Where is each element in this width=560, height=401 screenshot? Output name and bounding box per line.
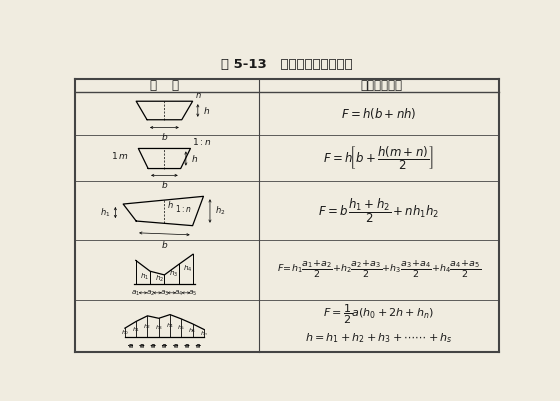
Text: $1\,m$: $1\,m$	[111, 150, 129, 161]
Text: $h_1$: $h_1$	[141, 272, 150, 282]
Text: $h=h_1+h_2+h_3+\cdots\cdots+h_s$: $h=h_1+h_2+h_3+\cdots\cdots+h_s$	[305, 331, 452, 344]
Text: $h_1$: $h_1$	[132, 325, 141, 334]
Text: $b$: $b$	[161, 239, 168, 250]
Text: $a$: $a$	[150, 342, 156, 350]
Text: $a_3$: $a_3$	[160, 289, 169, 298]
Text: $1{:}n$: $1{:}n$	[175, 203, 192, 214]
Text: $a_5$: $a_5$	[189, 289, 198, 298]
Text: $h_2$: $h_2$	[215, 205, 226, 217]
Text: $F=h(b+nh)$: $F=h(b+nh)$	[341, 106, 417, 121]
Text: $F=\dfrac{1}{2}a(h_0+2h+h_n)$: $F=\dfrac{1}{2}a(h_0+2h+h_n)$	[323, 302, 435, 326]
Text: $h$: $h$	[203, 105, 210, 116]
Text: $h_3$: $h_3$	[169, 269, 178, 279]
Text: 图    示: 图 示	[150, 79, 179, 92]
Text: $n$: $n$	[195, 91, 202, 100]
Text: $a$: $a$	[184, 342, 190, 350]
Text: 表 5-13   常用横截面计算公式: 表 5-13 常用横截面计算公式	[221, 58, 353, 71]
Text: $h_1$: $h_1$	[100, 206, 110, 219]
Text: $h_5$: $h_5$	[177, 324, 185, 332]
Text: $h$: $h$	[191, 153, 198, 164]
Text: $a$: $a$	[195, 342, 201, 350]
Text: $h_4$: $h_4$	[166, 321, 174, 330]
Text: $F\!=\!h_1\dfrac{a_1\!+\!a_2}{2}\!+\!h_2\dfrac{a_2\!+\!a_3}{2}\!+\!h_3\dfrac{a_3: $F\!=\!h_1\dfrac{a_1\!+\!a_2}{2}\!+\!h_2…	[277, 259, 481, 280]
Text: $F=b\,\dfrac{h_1+h_2}{2}+nh_1h_2$: $F=b\,\dfrac{h_1+h_2}{2}+nh_1h_2$	[318, 196, 440, 225]
Text: $1{:}n$: $1{:}n$	[192, 136, 212, 147]
Text: $a_1$: $a_1$	[131, 289, 141, 298]
Text: $h_0$: $h_0$	[121, 328, 129, 337]
Text: $h_4$: $h_4$	[183, 264, 193, 274]
Text: $h_2$: $h_2$	[155, 274, 164, 284]
Text: $h_3$: $h_3$	[155, 323, 163, 332]
Text: $h_n$: $h_n$	[200, 329, 208, 338]
Text: $F=h\!\left[b+\dfrac{h(m+n)}{2}\right]$: $F=h\!\left[b+\dfrac{h(m+n)}{2}\right]$	[323, 144, 434, 172]
Text: $a$: $a$	[161, 342, 167, 350]
Text: $a_4$: $a_4$	[174, 289, 183, 298]
Text: $a$: $a$	[139, 342, 145, 350]
Text: $b$: $b$	[161, 179, 168, 190]
Text: $a$: $a$	[172, 342, 179, 350]
Text: $a$: $a$	[128, 342, 133, 350]
Text: $h_6$: $h_6$	[188, 326, 197, 335]
Text: 面积计算公式: 面积计算公式	[361, 79, 403, 92]
Text: $h_2$: $h_2$	[143, 322, 152, 331]
Text: $a_2$: $a_2$	[146, 289, 155, 298]
Text: $b$: $b$	[161, 132, 168, 142]
Text: $h$: $h$	[166, 199, 173, 210]
